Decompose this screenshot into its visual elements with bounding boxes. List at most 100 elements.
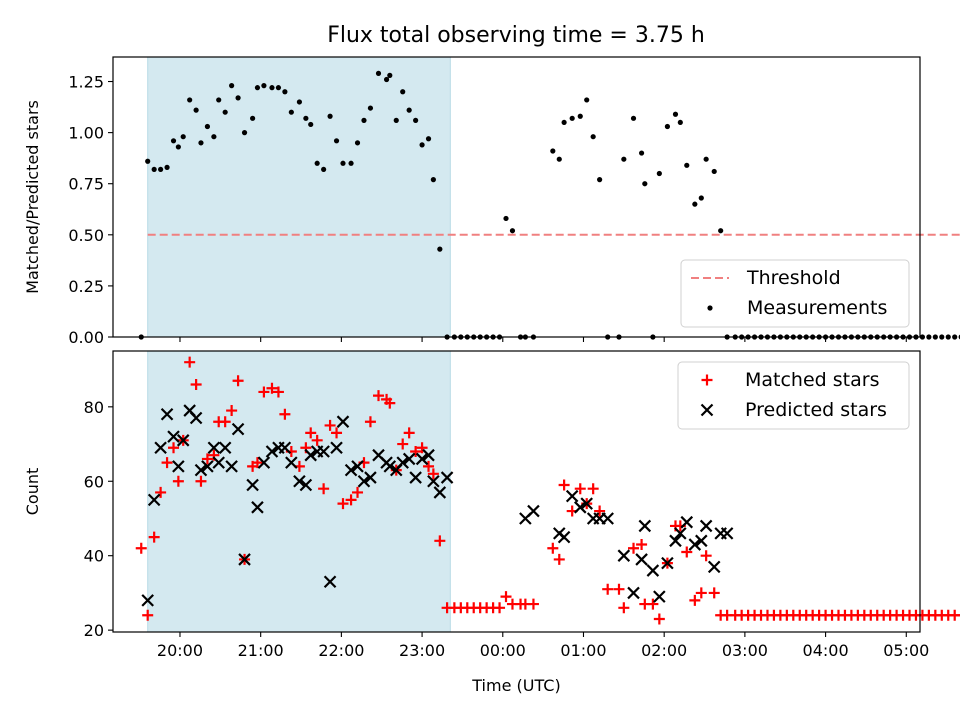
predicted-star-marker [661, 556, 674, 570]
matched-star-marker [337, 498, 349, 510]
matched-star-marker [148, 531, 160, 543]
measurement-point [692, 201, 698, 207]
measurement-point [241, 130, 248, 136]
matched-star-marker [331, 427, 343, 439]
matched-star-marker [258, 386, 270, 398]
predicted-star-marker [415, 452, 429, 466]
predicted-star-marker [212, 456, 225, 469]
predicted-star-marker [330, 441, 343, 455]
predicted-star-marker [257, 456, 271, 469]
legend-predicted-label: Predicted stars [745, 399, 887, 421]
predicted-star-marker [141, 594, 154, 607]
matched-star-marker [195, 475, 207, 487]
predicted-star-marker [396, 456, 409, 469]
predicted-star-marker [299, 478, 313, 492]
matched-star-marker [318, 483, 330, 495]
measurement-point [684, 162, 690, 168]
x-tick-label: 23:00 [399, 641, 445, 660]
predicted-star-marker [383, 460, 397, 473]
predicted-star-marker [304, 448, 317, 462]
measurement-point [333, 138, 340, 144]
predicted-star-marker [674, 527, 687, 540]
predicted-star-marker [409, 471, 422, 484]
measurement-point [204, 123, 211, 130]
measurement-point [375, 70, 382, 76]
matched-star-marker [397, 438, 409, 450]
matched-star-marker [168, 442, 180, 454]
measurement-point [348, 160, 354, 166]
x-tick-label: 04:00 [803, 641, 849, 660]
measurement-point [250, 115, 256, 121]
x-tick-label: 03:00 [722, 641, 768, 660]
measurement-point [193, 107, 199, 113]
measurement-point [939, 334, 945, 340]
measurement-point [672, 111, 679, 117]
x-tick-label: 21:00 [238, 641, 284, 660]
measurement-point [327, 113, 333, 119]
measurement-point [387, 72, 393, 78]
matched-star-marker [155, 486, 167, 498]
matched-star-marker [558, 479, 570, 491]
matched-star-marker [226, 405, 238, 417]
matched-star-marker [700, 550, 712, 562]
predicted-star-marker [293, 474, 306, 488]
measurement-point [261, 83, 267, 89]
measurement-point [269, 85, 275, 91]
measurement-point [656, 170, 662, 177]
y-tick-label: 20 [84, 621, 104, 640]
matched-star-marker [161, 457, 173, 469]
x-tick-label: 01:00 [560, 641, 606, 660]
predicted-star-marker [565, 489, 579, 503]
matched-star-marker [636, 539, 648, 551]
matched-star-marker [384, 397, 396, 409]
matched-star-marker [373, 390, 385, 402]
measurement-point [383, 76, 390, 83]
ratio-panel: 0.00 0.25 0.50 0.75 1.00 1.25 Matched/Predicte… [23, 56, 960, 347]
measurement-point [145, 158, 151, 164]
predicted-star-marker [580, 497, 593, 510]
matched-star-marker [500, 591, 512, 603]
measurement-point [321, 166, 327, 173]
measurement-point [180, 134, 186, 140]
measurement-point [430, 177, 436, 183]
predicted-star-marker [194, 463, 208, 477]
measurement-point [664, 123, 671, 130]
predicted-star-marker [433, 486, 447, 499]
predicted-star-marker [638, 519, 652, 533]
predicted-star-marker [688, 538, 702, 551]
y-tick-label: 0.50 [68, 226, 104, 245]
predicted-star-marker [251, 501, 264, 514]
axes-frame [112, 56, 921, 338]
measurement-point [216, 97, 222, 103]
legend-box [680, 259, 910, 328]
measurement-point [425, 136, 432, 142]
predicted-star-marker [246, 478, 259, 492]
predicted-star-marker [351, 460, 364, 473]
measurement-point [642, 181, 648, 187]
legend-box [677, 361, 910, 430]
measurement-point [711, 168, 717, 175]
measurement-point [561, 119, 567, 126]
predicted-star-marker [265, 445, 279, 458]
measurement-point [340, 160, 346, 166]
measurement-point [158, 166, 164, 173]
measurement-point [419, 142, 425, 148]
measurement-point [952, 334, 958, 340]
predicted-star-marker [422, 448, 435, 462]
matched-star-marker [434, 535, 446, 547]
measurement-point [400, 89, 406, 95]
measurement-point [151, 166, 157, 173]
measurement-point [569, 115, 575, 121]
predicted-star-marker [699, 519, 713, 533]
predicted-star-marker [627, 586, 640, 600]
matched-star-marker [305, 427, 317, 439]
predicted-star-marker [364, 471, 377, 484]
matched-star-marker [695, 587, 707, 599]
predicted-star-marker [601, 512, 614, 525]
predicted-star-marker [278, 441, 292, 455]
legend-threshold-label: Threshold [746, 267, 841, 289]
predicted-star-marker [427, 474, 440, 488]
y-tick-label: 80 [84, 398, 104, 417]
measurement-point [367, 105, 374, 111]
